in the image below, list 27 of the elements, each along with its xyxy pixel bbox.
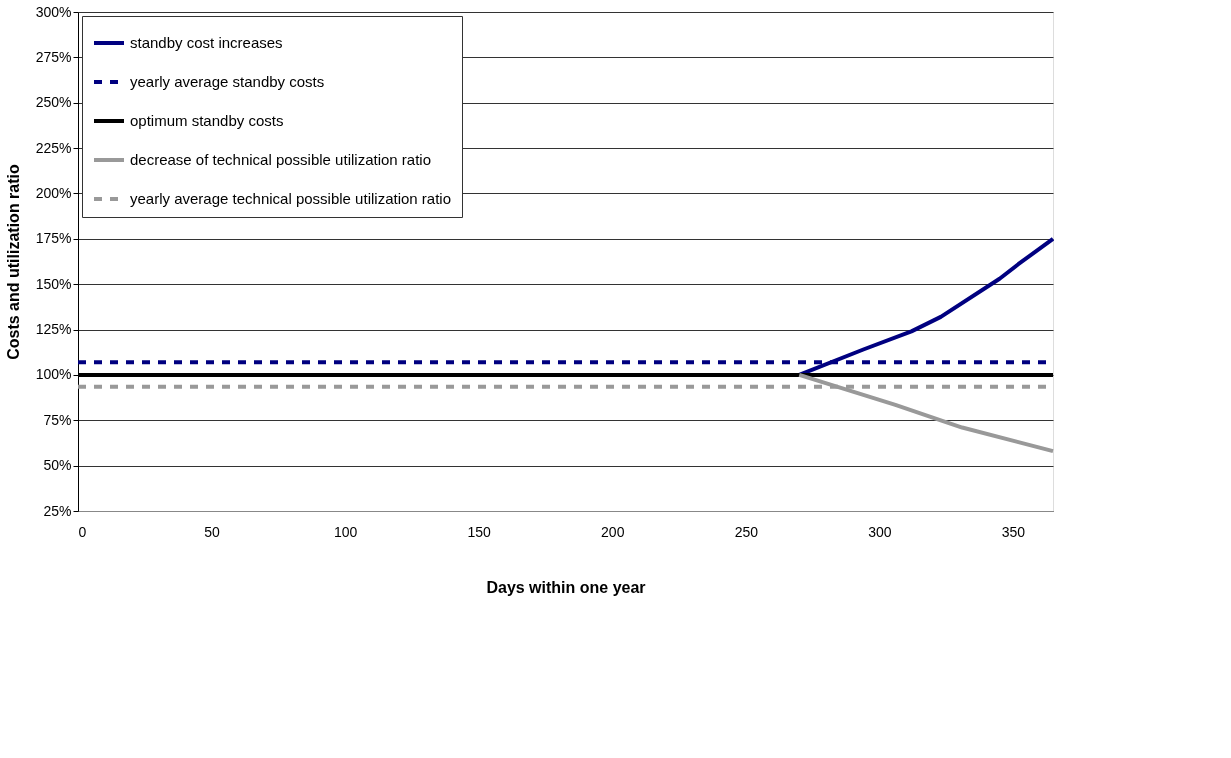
legend-label: yearly average technical possible utilization ratio bbox=[130, 190, 452, 207]
legend-label: standby cost increases bbox=[130, 34, 283, 51]
x-tick-label: 200 bbox=[601, 523, 625, 540]
y-tick-label: 150% bbox=[35, 275, 72, 292]
y-tick-label: 300% bbox=[35, 3, 72, 20]
y-axis-title: Costs and utilization ratio bbox=[4, 163, 22, 360]
x-tick-label: 250 bbox=[734, 523, 759, 540]
x-tick-label: 100 bbox=[333, 523, 358, 540]
x-tick-label: 350 bbox=[1001, 523, 1026, 540]
x-tick-label: 0 bbox=[78, 523, 87, 540]
x-axis-title: Days within one year bbox=[486, 578, 646, 596]
y-tick-label: 175% bbox=[35, 230, 72, 247]
legend-label: optimum standby costs bbox=[130, 112, 284, 129]
x-tick-label: 300 bbox=[868, 523, 892, 540]
y-tick-label: 100% bbox=[35, 366, 72, 383]
y-tick-label: 225% bbox=[35, 139, 72, 156]
y-tick-label: 250% bbox=[35, 94, 72, 111]
y-tick-label: 75% bbox=[43, 411, 72, 428]
y-tick-label: 50% bbox=[43, 457, 72, 474]
legend-label: yearly average standby costs bbox=[130, 73, 325, 90]
y-tick-label: 25% bbox=[43, 502, 72, 519]
x-tick-label: 150 bbox=[467, 523, 492, 540]
y-tick-label: 200% bbox=[35, 184, 72, 201]
y-tick-label: 275% bbox=[35, 48, 72, 65]
y-tick-label: 125% bbox=[35, 321, 72, 338]
legend-label: decrease of technical possible utilization ratio bbox=[130, 151, 432, 168]
x-tick-label: 50 bbox=[204, 523, 221, 540]
